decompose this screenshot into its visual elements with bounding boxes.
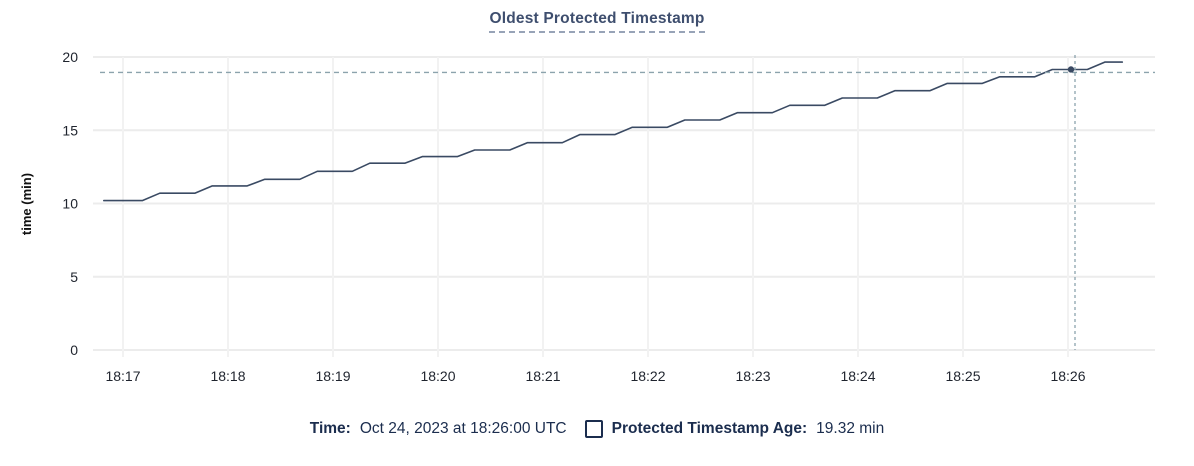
chart-title[interactable]: Oldest Protected Timestamp: [489, 10, 705, 33]
hover-dot: [1067, 66, 1075, 73]
x-tick-label: 18:19: [315, 368, 350, 384]
legend-series-label: Protected Timestamp Age:: [611, 420, 808, 437]
chart-legend: Time: Oct 24, 2023 at 18:26:00 UTC Prote…: [0, 420, 1194, 438]
x-tick-label: 18:22: [630, 368, 665, 384]
legend-time-group: Time: Oct 24, 2023 at 18:26:00 UTC: [310, 420, 567, 438]
x-tick-label: 18:18: [210, 368, 245, 384]
x-tick-label: 18:21: [525, 368, 560, 384]
chart-plot-area[interactable]: 0 5 10 15 20 18:17 18:18 18:19 18:20 18:21 18:22 18…: [0, 0, 1194, 400]
y-axis-title: time (min): [19, 173, 34, 235]
y-tick-label: 15: [62, 122, 78, 138]
legend-time-label: Time:: [309, 420, 351, 437]
legend-time-value: Oct 24, 2023 at 18:26:00 UTC: [359, 420, 567, 437]
y-tick-label: 20: [62, 49, 78, 65]
y-tick-label: 0: [70, 342, 78, 358]
y-tick-label: 5: [70, 269, 78, 285]
x-tick-label: 18:20: [420, 368, 455, 384]
series-line: [103, 61, 1124, 202]
series-checkbox[interactable]: [584, 420, 603, 438]
x-tick-label: 18:25: [945, 368, 980, 384]
legend-series-value: 19.32 min: [816, 420, 885, 437]
legend-series-group: Protected Timestamp Age: 19.32 min: [584, 420, 885, 438]
x-tick-label: 18:26: [1050, 368, 1085, 384]
x-tick-label: 18:17: [105, 368, 140, 384]
chart-title-row: Oldest Protected Timestamp: [0, 10, 1194, 33]
x-tick-label: 18:23: [735, 368, 770, 384]
y-tick-label: 10: [62, 196, 78, 212]
x-tick-label: 18:24: [840, 368, 875, 384]
